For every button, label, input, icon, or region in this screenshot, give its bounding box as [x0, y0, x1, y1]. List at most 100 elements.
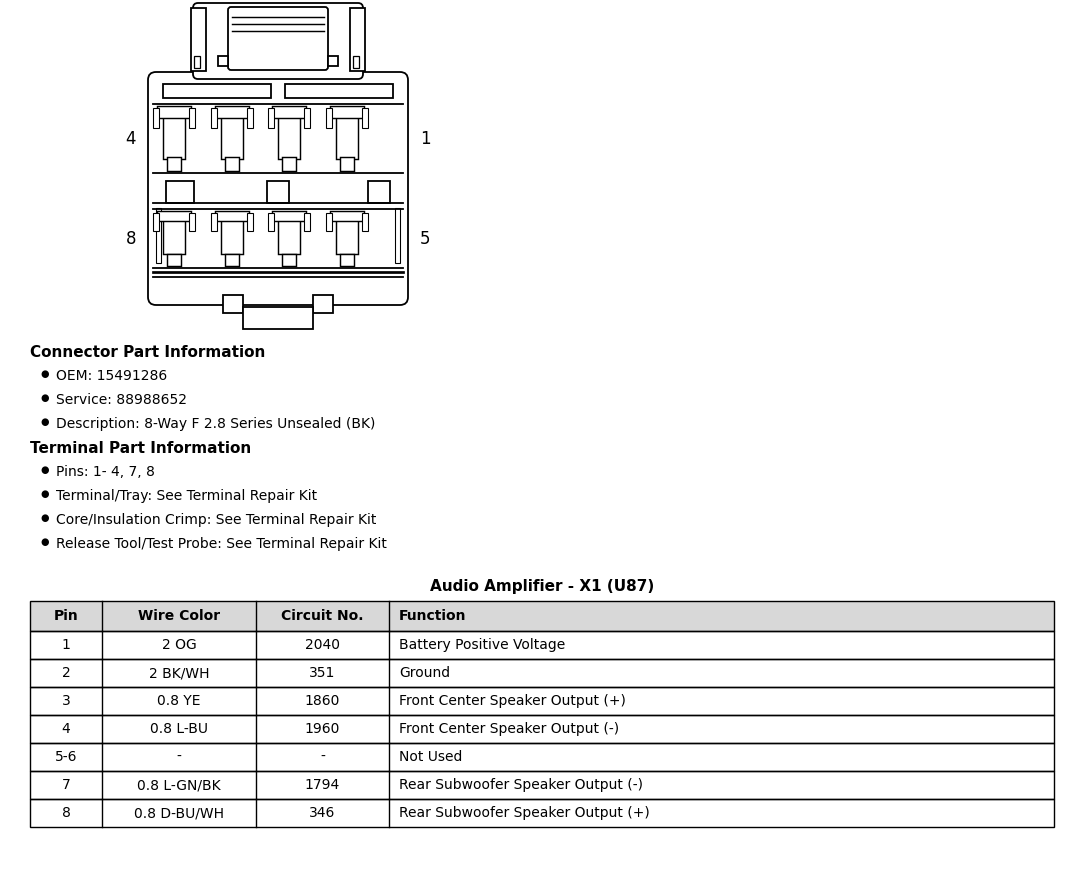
- Text: Connector Part Information: Connector Part Information: [30, 345, 266, 360]
- Text: Circuit No.: Circuit No.: [281, 609, 364, 623]
- Text: Rear Subwoofer Speaker Output (+): Rear Subwoofer Speaker Output (+): [399, 806, 649, 820]
- Bar: [285, 84, 393, 98]
- Bar: [268, 213, 274, 231]
- Bar: [325, 213, 332, 231]
- Text: 0.8 L-GN/BK: 0.8 L-GN/BK: [138, 778, 221, 792]
- Text: Terminal Part Information: Terminal Part Information: [30, 441, 251, 456]
- Bar: [367, 181, 390, 203]
- Text: 5: 5: [420, 229, 430, 248]
- Bar: [282, 157, 296, 171]
- Text: 1960: 1960: [305, 722, 340, 736]
- Bar: [163, 84, 271, 98]
- Bar: [156, 208, 162, 263]
- Bar: [210, 213, 217, 231]
- Text: 5-6: 5-6: [55, 750, 77, 764]
- FancyBboxPatch shape: [193, 3, 363, 79]
- Text: Pin: Pin: [53, 609, 78, 623]
- Bar: [224, 254, 238, 266]
- Text: OEM: 15491286: OEM: 15491286: [56, 369, 167, 383]
- Text: ●: ●: [40, 489, 49, 499]
- Bar: [153, 108, 159, 128]
- Bar: [30, 743, 1054, 771]
- Bar: [163, 217, 185, 254]
- Text: 4: 4: [126, 130, 136, 147]
- Text: Service: 88988652: Service: 88988652: [56, 393, 188, 407]
- Bar: [272, 211, 306, 221]
- Bar: [30, 631, 1054, 659]
- Bar: [339, 254, 353, 266]
- FancyBboxPatch shape: [228, 7, 328, 70]
- Text: ●: ●: [40, 417, 49, 427]
- Bar: [304, 213, 310, 231]
- Bar: [30, 715, 1054, 743]
- Bar: [210, 108, 217, 128]
- Text: 1794: 1794: [305, 778, 340, 792]
- Bar: [267, 181, 289, 203]
- Text: Release Tool/Test Probe: See Terminal Repair Kit: Release Tool/Test Probe: See Terminal Re…: [56, 537, 387, 551]
- Bar: [268, 108, 274, 128]
- Text: 8: 8: [62, 806, 70, 820]
- Text: ●: ●: [40, 369, 49, 379]
- Bar: [336, 114, 358, 159]
- Text: ●: ●: [40, 513, 49, 523]
- Text: 2040: 2040: [305, 638, 340, 652]
- Bar: [189, 108, 195, 128]
- Bar: [194, 56, 201, 68]
- Text: Description: 8-Way F 2.8 Series Unsealed (BK): Description: 8-Way F 2.8 Series Unsealed…: [56, 417, 375, 431]
- Bar: [278, 217, 300, 254]
- Bar: [157, 106, 191, 118]
- Bar: [30, 659, 1054, 687]
- Text: 7: 7: [62, 778, 70, 792]
- Bar: [246, 213, 253, 231]
- Bar: [272, 106, 306, 118]
- Bar: [30, 687, 1054, 715]
- Bar: [325, 108, 332, 128]
- Bar: [30, 687, 1054, 715]
- Bar: [282, 254, 296, 266]
- Bar: [339, 157, 353, 171]
- Text: 8: 8: [126, 229, 136, 248]
- Text: 2 BK/WH: 2 BK/WH: [149, 666, 209, 680]
- Bar: [361, 213, 367, 231]
- Text: 3: 3: [62, 694, 70, 708]
- Bar: [304, 108, 310, 128]
- Bar: [330, 211, 363, 221]
- Bar: [278, 114, 300, 159]
- Bar: [243, 307, 313, 329]
- Text: Terminal/Tray: See Terminal Repair Kit: Terminal/Tray: See Terminal Repair Kit: [56, 489, 318, 503]
- Text: 0.8 L-BU: 0.8 L-BU: [150, 722, 208, 736]
- Text: Rear Subwoofer Speaker Output (-): Rear Subwoofer Speaker Output (-): [399, 778, 643, 792]
- FancyBboxPatch shape: [149, 72, 408, 305]
- Bar: [313, 295, 333, 313]
- Bar: [395, 208, 400, 263]
- Text: 346: 346: [309, 806, 336, 820]
- Bar: [350, 8, 365, 71]
- Bar: [223, 295, 243, 313]
- Bar: [328, 56, 338, 66]
- Text: Front Center Speaker Output (-): Front Center Speaker Output (-): [399, 722, 619, 736]
- Bar: [30, 771, 1054, 799]
- Bar: [30, 631, 1054, 659]
- Bar: [361, 108, 367, 128]
- Text: -: -: [320, 750, 325, 764]
- Text: Core/Insulation Crimp: See Terminal Repair Kit: Core/Insulation Crimp: See Terminal Repa…: [56, 513, 376, 527]
- Bar: [30, 771, 1054, 799]
- Bar: [191, 8, 206, 71]
- Text: 1860: 1860: [305, 694, 340, 708]
- Bar: [246, 108, 253, 128]
- Bar: [218, 56, 228, 66]
- Bar: [215, 211, 248, 221]
- Text: 2: 2: [62, 666, 70, 680]
- Bar: [224, 157, 238, 171]
- Text: ●: ●: [40, 465, 49, 475]
- Text: ●: ●: [40, 537, 49, 547]
- Bar: [215, 106, 248, 118]
- Text: 1: 1: [420, 130, 430, 147]
- Bar: [336, 217, 358, 254]
- Bar: [30, 799, 1054, 827]
- Bar: [30, 799, 1054, 827]
- Text: -: -: [177, 750, 181, 764]
- Text: 0.8 D-BU/WH: 0.8 D-BU/WH: [134, 806, 224, 820]
- Text: Not Used: Not Used: [399, 750, 463, 764]
- Text: Function: Function: [399, 609, 466, 623]
